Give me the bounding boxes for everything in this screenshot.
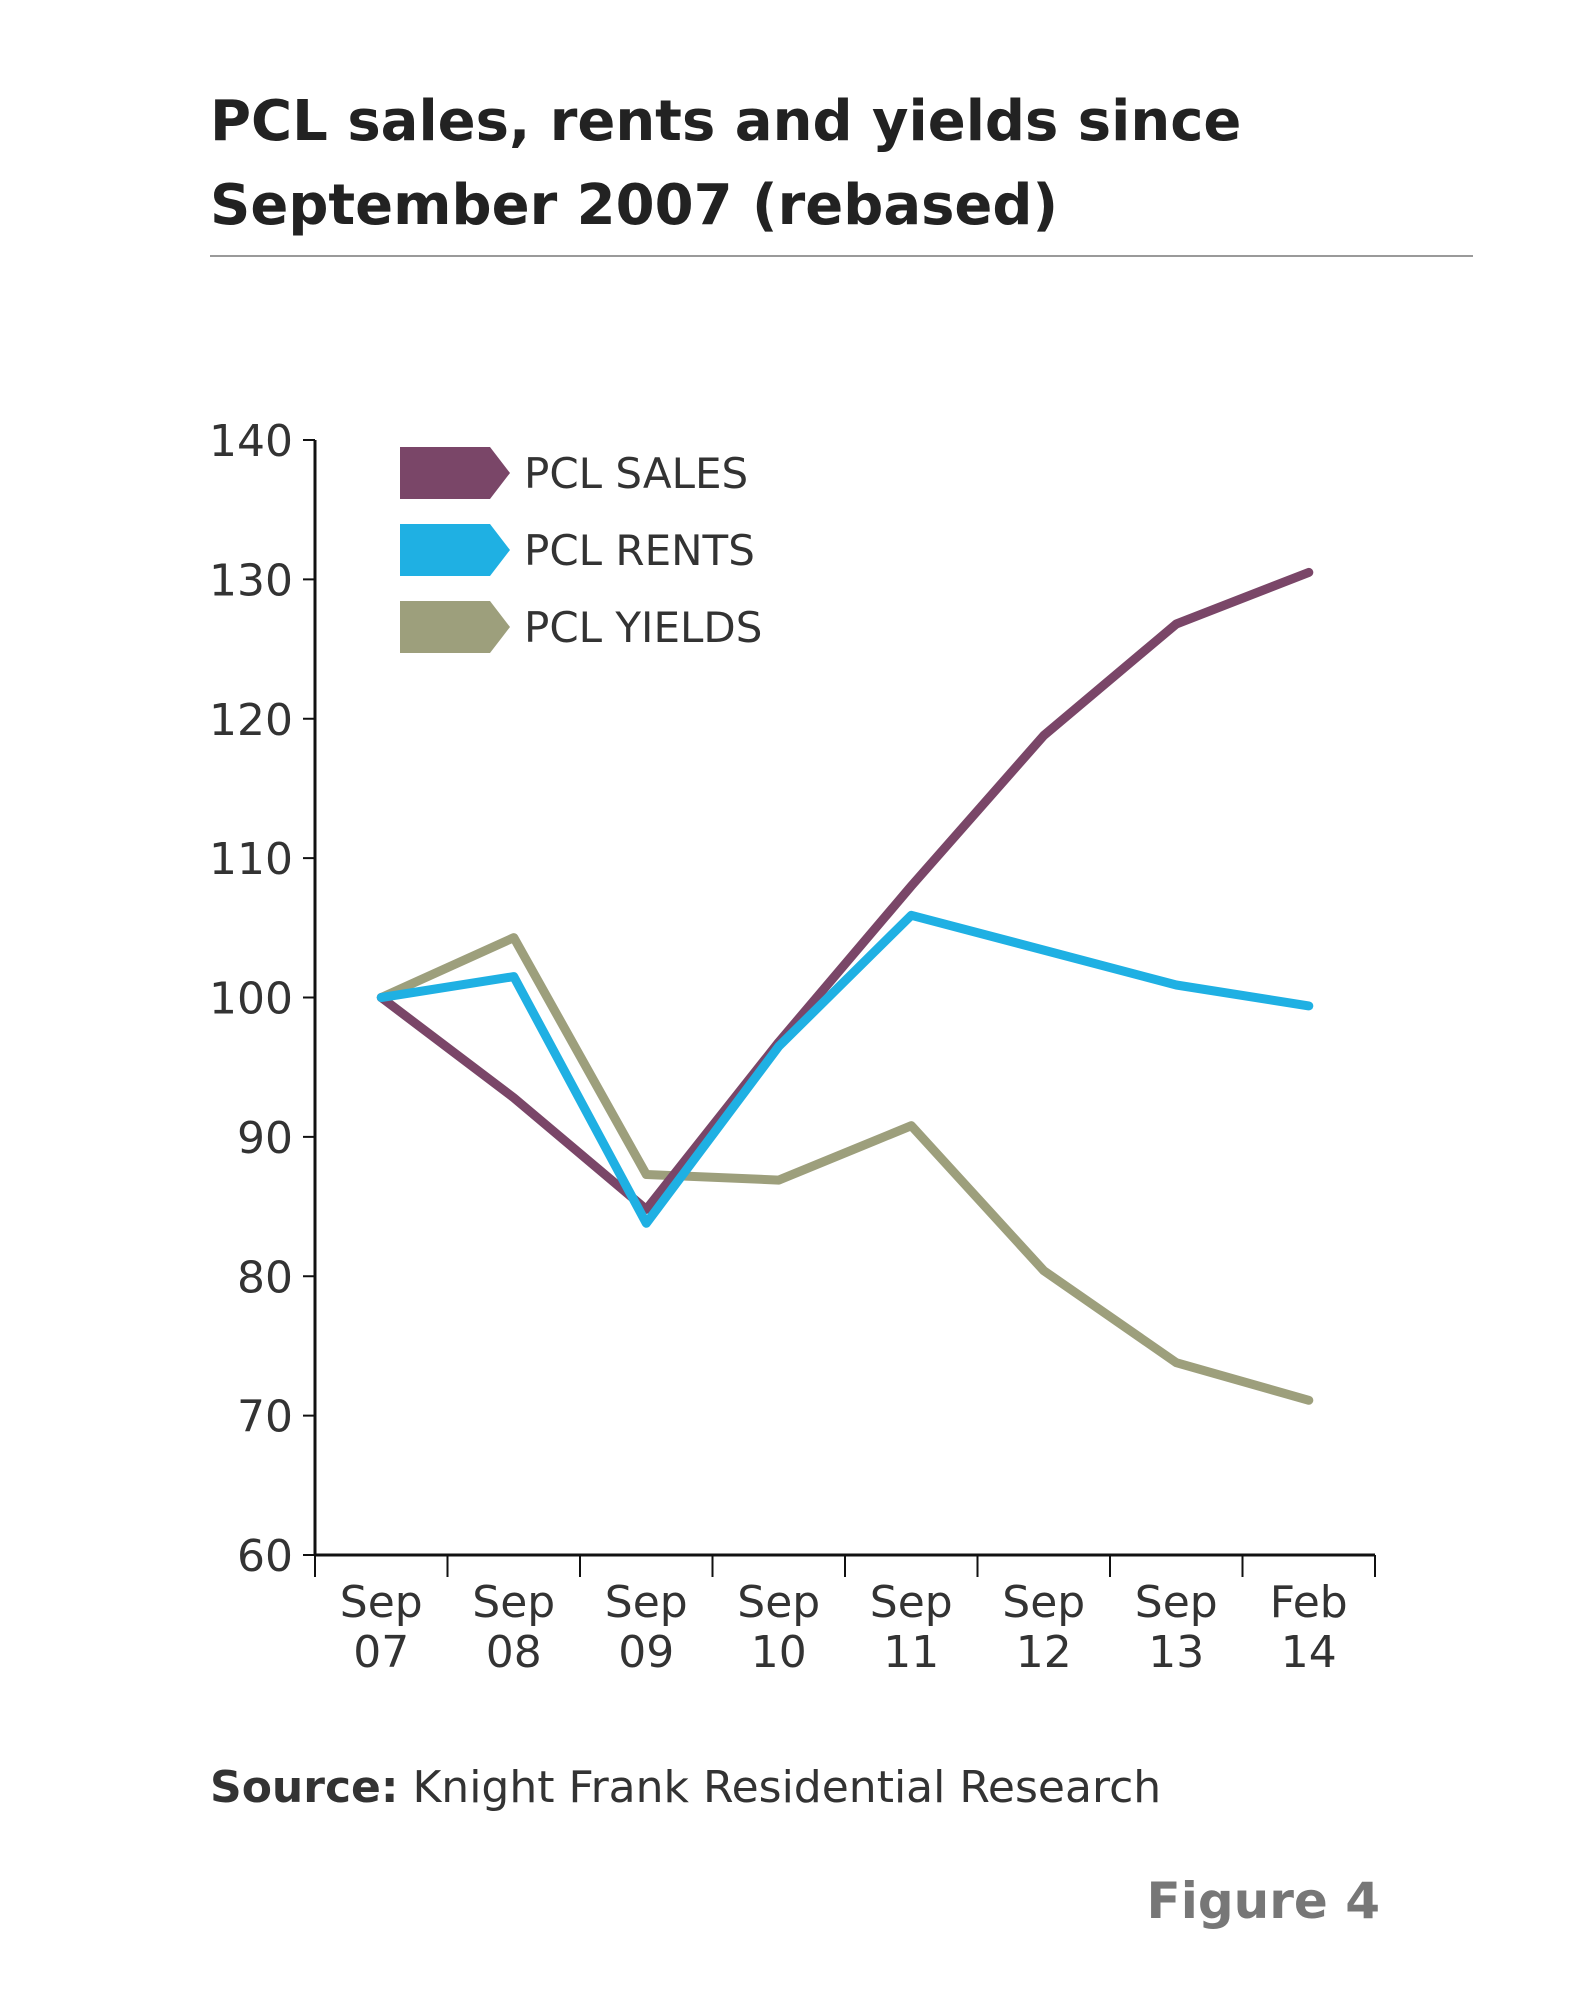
y-tick-label: 100 bbox=[209, 974, 293, 1025]
legend-label: PCL YIELDS bbox=[524, 603, 762, 652]
legend-label: PCL RENTS bbox=[524, 526, 755, 575]
x-tick-label-year: 10 bbox=[751, 1627, 807, 1678]
y-tick-label: 110 bbox=[209, 834, 293, 885]
legend-swatch bbox=[400, 601, 510, 653]
series-line-pcl-yields bbox=[376, 933, 1314, 1405]
x-tick-label-year: 12 bbox=[1016, 1627, 1072, 1678]
x-tick-label-year: 14 bbox=[1281, 1627, 1337, 1678]
x-tick-label-year: 07 bbox=[353, 1627, 409, 1678]
title-divider bbox=[210, 255, 1473, 257]
legend-label: PCL SALES bbox=[524, 449, 748, 498]
y-tick-label: 120 bbox=[209, 695, 293, 746]
series-line-pcl-sales bbox=[376, 567, 1314, 1214]
series-lines bbox=[376, 567, 1314, 1405]
x-tick-label-month: Sep bbox=[1135, 1577, 1218, 1628]
x-tick-label-month: Sep bbox=[870, 1577, 953, 1628]
y-tick-label: 140 bbox=[209, 416, 293, 467]
x-tick-label-month: Sep bbox=[472, 1577, 555, 1628]
source-text: Knight Frank Residential Research bbox=[398, 1762, 1162, 1813]
legend-swatch bbox=[400, 447, 510, 499]
source-label: Source: bbox=[210, 1762, 399, 1813]
x-tick-label-month: Sep bbox=[737, 1577, 820, 1628]
x-tick-label-year: 13 bbox=[1148, 1627, 1204, 1678]
legend-swatch bbox=[400, 524, 510, 576]
y-tick-label: 80 bbox=[237, 1252, 293, 1303]
chart-legend: PCL SALES PCL RENTS PCL YIELDS bbox=[400, 447, 762, 653]
x-tick-label-year: 09 bbox=[618, 1627, 674, 1678]
x-tick-label-month: Sep bbox=[605, 1577, 688, 1628]
chart-title: PCL sales, rents and yields since Septem… bbox=[210, 80, 1470, 248]
y-tick-label: 60 bbox=[237, 1531, 293, 1582]
chart-title-line-1: PCL sales, rents and yields since bbox=[210, 89, 1242, 154]
x-tick-label-year: 08 bbox=[486, 1627, 542, 1678]
x-tick-label-month: Sep bbox=[1002, 1577, 1085, 1628]
x-tick-label-year: 11 bbox=[883, 1627, 939, 1678]
series-line-pcl-rents bbox=[376, 910, 1314, 1228]
x-tick-label-month: Sep bbox=[340, 1577, 423, 1628]
y-tick-label: 70 bbox=[237, 1392, 293, 1443]
y-axis-ticks: 60 70 80 90 100 110 120 130 140 bbox=[209, 416, 315, 1582]
y-tick-label: 90 bbox=[237, 1113, 293, 1164]
source-note: Source: Knight Frank Residential Researc… bbox=[210, 1762, 1161, 1813]
figure-label: Figure 4 bbox=[1146, 1872, 1380, 1930]
chart-title-line-2: September 2007 (rebased) bbox=[210, 173, 1059, 238]
x-tick-label-month: Feb bbox=[1270, 1577, 1348, 1628]
y-tick-label: 130 bbox=[209, 555, 293, 606]
